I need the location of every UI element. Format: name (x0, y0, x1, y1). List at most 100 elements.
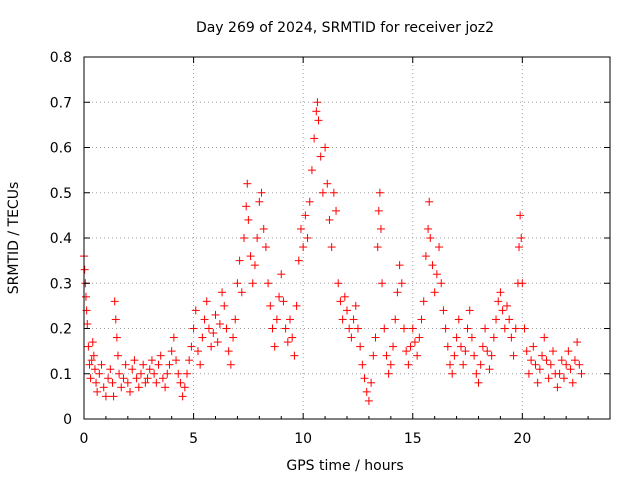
data-point (318, 188, 327, 197)
data-point (489, 333, 498, 342)
data-point (492, 315, 501, 324)
data-point (244, 215, 253, 224)
data-point (345, 324, 354, 333)
data-point (518, 279, 527, 288)
x-tick-label: 5 (189, 431, 198, 447)
data-point (113, 351, 122, 360)
data-point (465, 306, 474, 315)
y-axis-label: SRMTID / TECUs (6, 182, 22, 295)
data-point (299, 243, 308, 252)
data-point (573, 338, 582, 347)
data-point (111, 315, 120, 324)
data-point (529, 342, 538, 351)
data-point (338, 315, 347, 324)
data-point (261, 243, 270, 252)
data-point (139, 360, 148, 369)
data-point (156, 351, 165, 360)
data-point (101, 392, 110, 401)
y-tick-label: 0.5 (50, 186, 72, 202)
data-point (562, 360, 571, 369)
data-point (266, 301, 275, 310)
y-tick-label: 0 (63, 412, 72, 428)
data-point (169, 333, 178, 342)
data-point (522, 347, 531, 356)
data-point (121, 360, 130, 369)
data-point (87, 356, 96, 365)
data-point (143, 374, 152, 383)
data-point (185, 356, 194, 365)
data-point (481, 324, 490, 333)
data-point (187, 342, 196, 351)
data-point (425, 197, 434, 206)
data-point (110, 297, 119, 306)
data-point (305, 197, 314, 206)
data-point (290, 351, 299, 360)
data-point (92, 378, 101, 387)
data-point (559, 374, 568, 383)
data-point (358, 360, 367, 369)
data-point (253, 234, 262, 242)
data-point (478, 342, 487, 351)
data-point (200, 315, 209, 324)
x-tick-label: 0 (80, 431, 89, 447)
data-point (575, 360, 584, 369)
data-point (413, 351, 422, 360)
data-point (393, 288, 402, 297)
data-point (213, 338, 222, 347)
data-point (474, 378, 483, 387)
data-point (165, 360, 174, 369)
data-point (268, 324, 277, 333)
y-tick-label: 0.2 (50, 322, 72, 338)
data-point (399, 324, 408, 333)
data-point (80, 265, 89, 274)
data-point (452, 333, 461, 342)
data-point (520, 324, 529, 333)
data-point (376, 224, 385, 233)
data-point (441, 324, 450, 333)
data-point (275, 292, 284, 301)
data-point (246, 252, 255, 261)
data-point (264, 279, 273, 288)
data-point (408, 324, 417, 333)
y-tick-label: 0.1 (50, 367, 72, 383)
data-point (542, 356, 551, 365)
data-point (432, 270, 441, 279)
data-point (128, 365, 137, 374)
data-point (202, 297, 211, 306)
chart-title: Day 269 of 2024, SRMTID for receiver joz… (196, 20, 494, 36)
data-point (283, 338, 292, 347)
data-point (243, 179, 252, 188)
data-point (99, 383, 108, 392)
data-point (233, 279, 242, 288)
data-point (193, 347, 202, 356)
data-point (224, 347, 233, 356)
data-point (347, 333, 356, 342)
data-point (428, 261, 437, 270)
data-point (132, 374, 141, 383)
data-point (229, 333, 238, 342)
data-point (498, 306, 507, 315)
data-point (123, 378, 132, 387)
data-point (524, 369, 533, 378)
data-point (180, 383, 189, 392)
data-point (303, 234, 312, 242)
data-point (496, 288, 505, 297)
data-point (84, 342, 93, 351)
data-point (329, 188, 338, 197)
data-point (109, 392, 118, 401)
data-point (349, 315, 358, 324)
data-point (419, 297, 428, 306)
data-point (459, 360, 468, 369)
data-point (336, 297, 345, 306)
data-points (80, 98, 586, 405)
data-point (255, 197, 264, 206)
data-point (351, 301, 360, 310)
data-point (270, 342, 279, 351)
data-point (415, 333, 424, 342)
data-point (404, 360, 413, 369)
data-point (360, 374, 369, 383)
data-point (364, 396, 373, 405)
data-point (112, 333, 121, 342)
data-point (446, 360, 455, 369)
